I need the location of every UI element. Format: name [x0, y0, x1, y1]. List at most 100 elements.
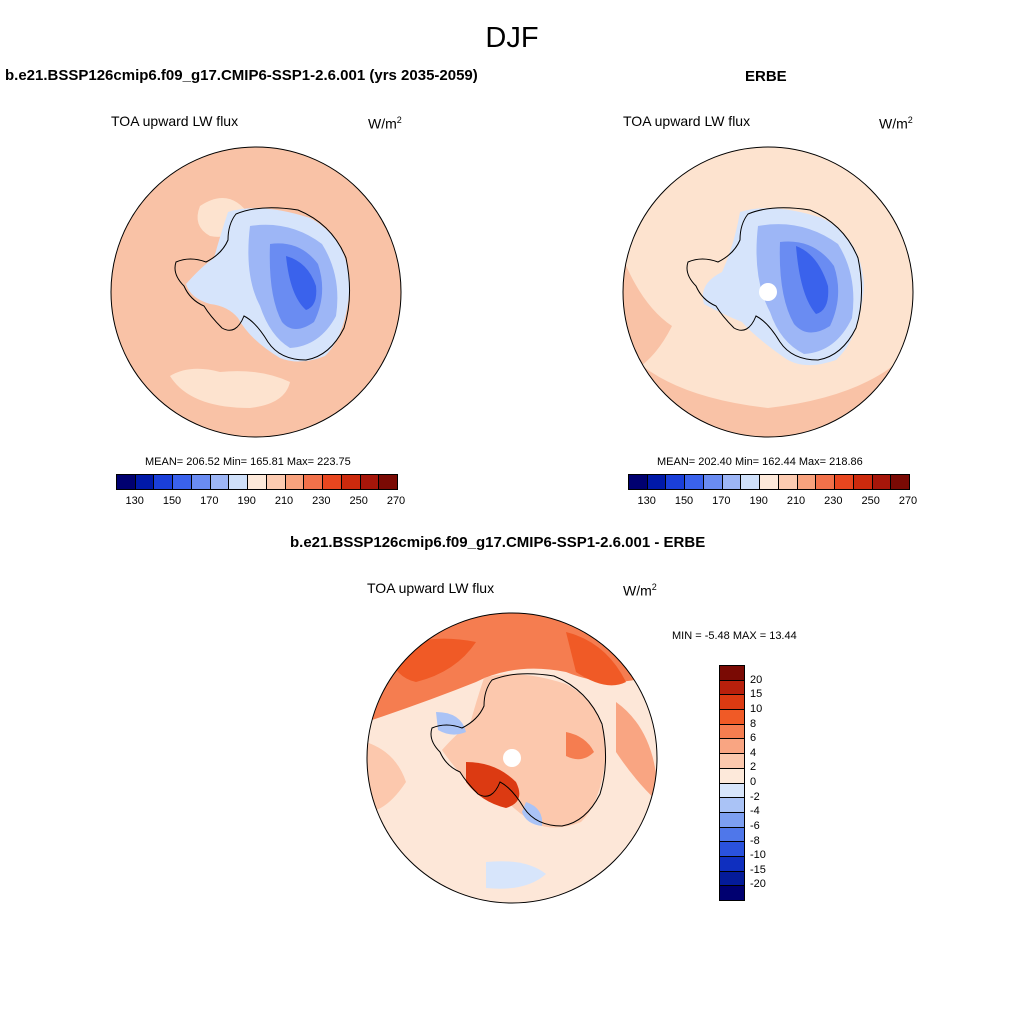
- colorbar-tick-label: 230: [312, 495, 331, 507]
- model-continent-core: [286, 256, 317, 310]
- model-coastline: [174, 207, 351, 361]
- colorbar-swatch: [720, 680, 744, 696]
- colorbar-tick-label: 150: [674, 495, 694, 507]
- colorbar-swatch: [835, 475, 854, 489]
- model-colorbar: [116, 474, 398, 490]
- colorbar-swatch: [154, 475, 174, 489]
- colorbar-swatch: [720, 666, 744, 681]
- colorbar-swatch: [720, 886, 744, 900]
- colorbar-swatch: [872, 475, 892, 489]
- figure-title: DJF: [485, 22, 539, 54]
- colorbar-tick-label: 150: [162, 495, 182, 507]
- colorbar-tick-label: 20: [750, 673, 763, 686]
- colorbar-swatch: [722, 475, 742, 489]
- colorbar-tick-label: -6: [750, 819, 760, 832]
- model-panel-title: b.e21.BSSP126cmip6.f09_g17.CMIP6-SSP1-2.…: [5, 67, 478, 84]
- diff-warm-patch: [466, 762, 520, 808]
- obs-warm-ring: [623, 346, 913, 437]
- colorbar-swatch: [853, 475, 873, 489]
- colorbar-tick-label: 270: [898, 495, 918, 507]
- colorbar-tick-label: 190: [749, 495, 768, 507]
- colorbar-tick-label: 15: [750, 688, 763, 701]
- colorbar-swatch: [891, 475, 910, 489]
- colorbar-swatch: [741, 475, 761, 489]
- obs-panel-title: ERBE: [745, 68, 787, 85]
- colorbar-swatch: [720, 798, 744, 813]
- colorbar-swatch: [173, 475, 192, 489]
- colorbar-swatch: [379, 475, 398, 489]
- colorbar-swatch: [360, 475, 380, 489]
- colorbar-swatch: [720, 871, 744, 887]
- colorbar-swatch: [720, 754, 744, 769]
- diff-mid-band: [616, 702, 657, 802]
- obs-warm-ring-west: [623, 256, 672, 376]
- model-units: W/m2: [368, 115, 402, 132]
- colorbar-swatch: [285, 475, 305, 489]
- diff-cool-patch-sw: [486, 861, 546, 889]
- colorbar-tick-label: 130: [125, 495, 144, 507]
- colorbar-swatch: [323, 475, 342, 489]
- diff-colorbar-ticks: 20 15 10 8 6 4 2 0 -2 -4 -6 -8 -10 -15 -20: [750, 665, 790, 899]
- colorbar-swatch: [647, 475, 667, 489]
- colorbar-swatch: [703, 475, 723, 489]
- colorbar-tick-label: 190: [237, 495, 256, 507]
- colorbar-swatch: [720, 783, 744, 799]
- colorbar-swatch: [666, 475, 686, 489]
- model-polar-map: [110, 146, 402, 438]
- colorbar-tick-label: 170: [200, 495, 219, 507]
- colorbar-tick-label: 8: [750, 717, 757, 730]
- obs-stats: MEAN= 202.40 Min= 162.44 Max= 218.86: [657, 456, 863, 468]
- colorbar-swatch: [341, 475, 361, 489]
- diff-panel-title: b.e21.BSSP126cmip6.f09_g17.CMIP6-SSP1-2.…: [290, 534, 706, 551]
- colorbar-tick-label: -15: [750, 863, 766, 876]
- colorbar-swatch: [229, 475, 249, 489]
- colorbar-swatch: [760, 475, 779, 489]
- colorbar-swatch: [797, 475, 817, 489]
- colorbar-swatch: [720, 724, 744, 740]
- colorbar-swatch: [720, 768, 744, 784]
- colorbar-swatch: [248, 475, 267, 489]
- colorbar-swatch: [304, 475, 324, 489]
- diff-cool-patch: [436, 712, 466, 735]
- colorbar-tick-label: 130: [637, 495, 656, 507]
- diff-units: W/m2: [623, 582, 657, 599]
- obs-units: W/m2: [879, 115, 913, 132]
- colorbar-swatch: [720, 695, 744, 711]
- model-stats: MEAN= 206.52 Min= 165.81 Max= 223.75: [145, 456, 351, 468]
- colorbar-swatch: [629, 475, 648, 489]
- colorbar-tick-label: 250: [861, 495, 880, 507]
- obs-field-label: TOA upward LW flux: [623, 113, 751, 129]
- diff-colorbar: [719, 665, 745, 901]
- colorbar-tick-label: -8: [750, 834, 760, 847]
- colorbar-swatch: [210, 475, 230, 489]
- colorbar-tick-label: 170: [712, 495, 731, 507]
- colorbar-swatch: [266, 475, 286, 489]
- obs-coastline: [686, 207, 863, 361]
- diff-field-label: TOA upward LW flux: [367, 580, 495, 596]
- model-field-label: TOA upward LW flux: [111, 113, 239, 129]
- colorbar-tick-label: 6: [750, 732, 757, 745]
- colorbar-tick-label: 210: [274, 495, 294, 507]
- obs-polar-map: [622, 146, 914, 438]
- obs-continent-core: [796, 246, 829, 314]
- colorbar-tick-label: -20: [750, 878, 766, 891]
- diff-west-band: [367, 742, 406, 812]
- colorbar-swatch: [720, 827, 744, 843]
- diff-warm-patch-east: [566, 732, 594, 760]
- diff-stats: MIN = -5.48 MAX = 13.44: [672, 630, 797, 642]
- colorbar-tick-label: 270: [386, 495, 406, 507]
- colorbar-tick-label: 0: [750, 776, 757, 788]
- colorbar-swatch: [191, 475, 211, 489]
- colorbar-tick-label: 10: [750, 702, 763, 715]
- colorbar-tick-label: -4: [750, 805, 760, 818]
- diff-warm-northeast: [566, 632, 626, 686]
- colorbar-tick-label: 2: [750, 761, 757, 774]
- colorbar-tick-label: 4: [750, 746, 757, 759]
- diff-pole-hole: [503, 749, 521, 767]
- colorbar-swatch: [685, 475, 704, 489]
- colorbar-swatch: [778, 475, 798, 489]
- colorbar-swatch: [720, 856, 744, 872]
- colorbar-swatch: [720, 812, 744, 828]
- diff-coastline: [430, 673, 607, 827]
- colorbar-tick-label: 230: [824, 495, 843, 507]
